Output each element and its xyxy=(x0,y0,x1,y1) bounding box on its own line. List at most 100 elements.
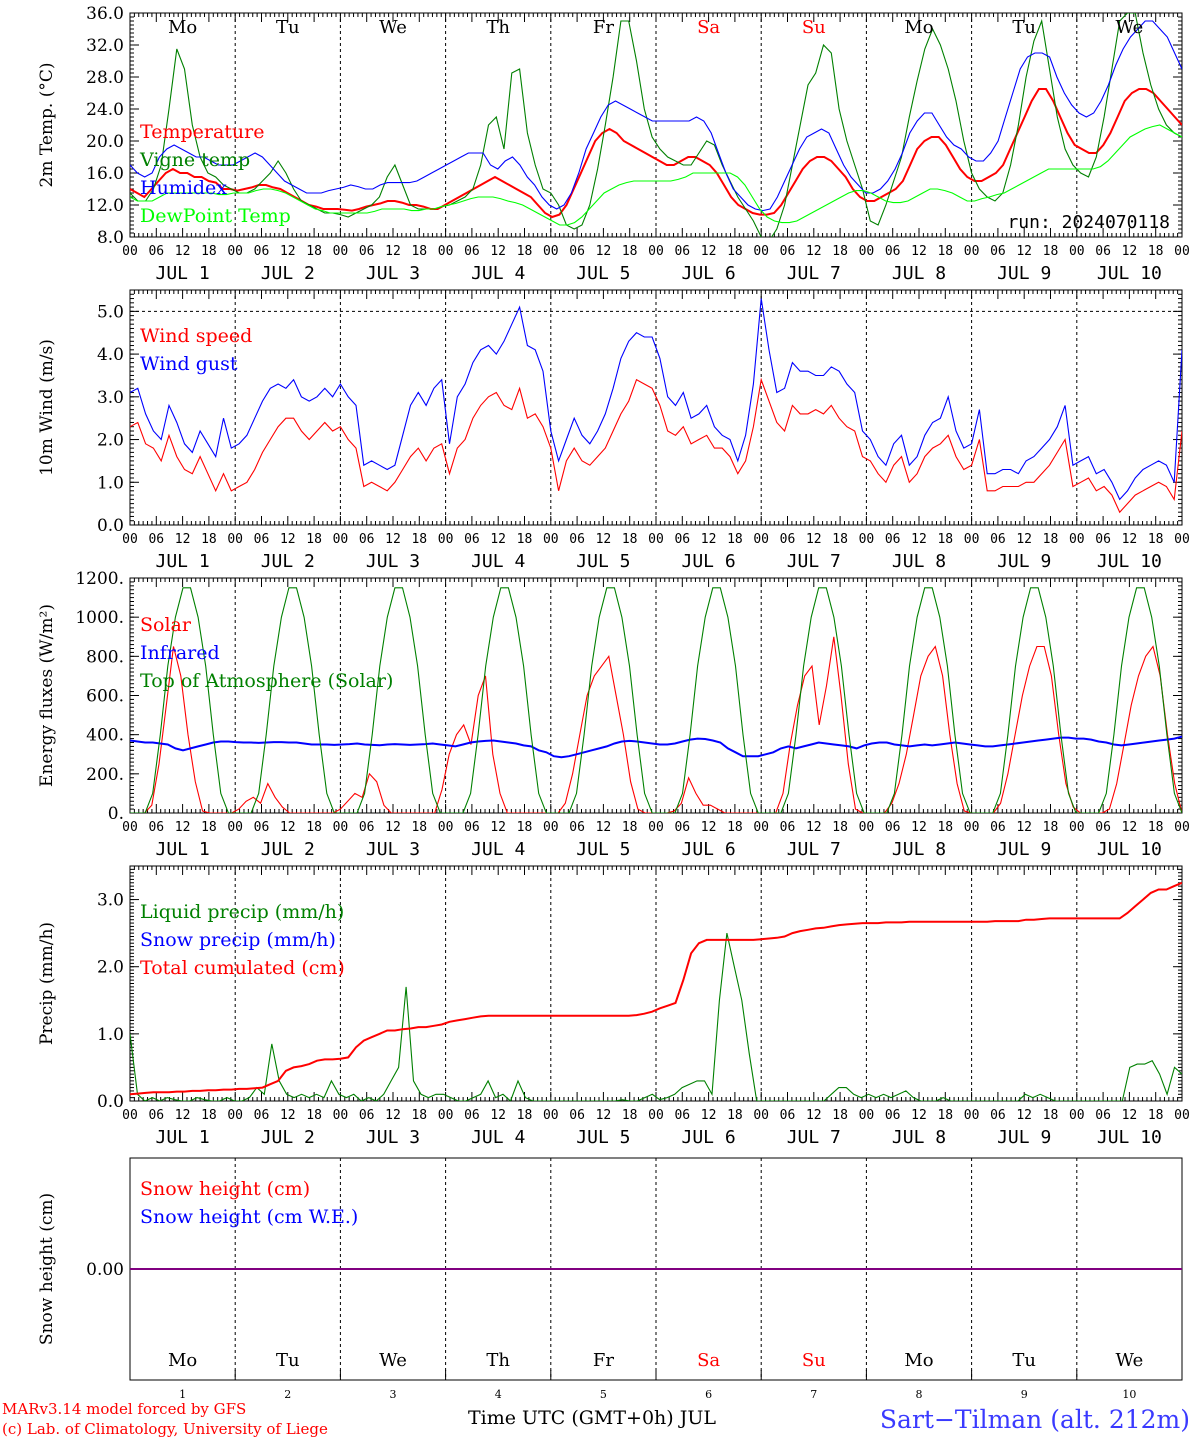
hour-tick-label: 00 xyxy=(859,532,875,547)
hour-tick-label: 00 xyxy=(122,532,138,547)
panel-3: 0. 200. 400. 600. 800. 1000. 1200. Energy fluxe… xyxy=(37,569,1190,860)
hour-tick-label: 06 xyxy=(569,820,585,835)
hour-tick-label: 12 xyxy=(175,1108,191,1123)
hour-tick-label: 00 xyxy=(859,1108,875,1123)
series-group xyxy=(130,298,1182,514)
hour-tick-label: 06 xyxy=(885,820,901,835)
hour-tick-label: 12 xyxy=(385,244,401,259)
weekday-label: Th xyxy=(486,1350,510,1371)
date-label: JUL 4 xyxy=(471,551,525,572)
hour-tick-label: 18 xyxy=(411,244,427,259)
legend-entry: Wind gust xyxy=(140,353,238,375)
y-tick-label: 1.0 xyxy=(97,1025,124,1045)
hour-tick-label: 12 xyxy=(280,1108,296,1123)
hour-tick-label: 18 xyxy=(832,244,848,259)
date-label: JUL 6 xyxy=(682,1127,736,1148)
hour-tick-label: 18 xyxy=(1148,820,1164,835)
hour-tick-label: 06 xyxy=(464,820,480,835)
hour-tick-label: 06 xyxy=(674,1108,690,1123)
hour-tick-label: 12 xyxy=(1016,244,1032,259)
series-line-dewpoint-temp xyxy=(130,124,1182,226)
day-number-label: 5 xyxy=(600,1388,607,1401)
date-label: JUL 3 xyxy=(366,263,420,284)
plot-frame xyxy=(129,12,1183,238)
hour-tick-label: 00 xyxy=(543,244,559,259)
y-tick-label: 200. xyxy=(86,765,124,785)
panel-2: 0.0 1.0 2.0 3.0 4.0 5.0 10m Wind (m/s) Wind spe… xyxy=(37,289,1190,572)
legend-entry: Wind speed xyxy=(140,325,252,347)
series-line-wind-speed xyxy=(130,377,1182,514)
hour-tick-label: 12 xyxy=(1122,1108,1138,1123)
hour-tick-label: 00 xyxy=(227,1108,243,1123)
hour-tick-label: 18 xyxy=(1043,532,1059,547)
hour-tick-label: 18 xyxy=(622,532,638,547)
hour-tick-label: 06 xyxy=(674,532,690,547)
hour-tick-label: 00 xyxy=(227,820,243,835)
y-tick-label: 4.0 xyxy=(97,345,124,365)
series-line-vigne-temp xyxy=(130,13,1182,237)
hour-tick-label: 06 xyxy=(780,244,796,259)
hour-tick-label: 00 xyxy=(1174,820,1190,835)
hour-tick-label: 18 xyxy=(306,532,322,547)
weekday-label: Sa xyxy=(697,1350,720,1371)
hour-tick-label: 18 xyxy=(411,820,427,835)
date-label: JUL 1 xyxy=(156,839,210,860)
date-label: JUL 8 xyxy=(892,839,946,860)
hour-tick-label: 18 xyxy=(937,532,953,547)
hour-tick-label: 00 xyxy=(438,1108,454,1123)
hour-tick-label: 06 xyxy=(990,244,1006,259)
hour-tick-label: 06 xyxy=(569,244,585,259)
hour-tick-label: 06 xyxy=(359,820,375,835)
hour-tick-label: 18 xyxy=(517,532,533,547)
hour-tick-label: 18 xyxy=(622,1108,638,1123)
hour-tick-label: 06 xyxy=(885,1108,901,1123)
hour-tick-label: 18 xyxy=(727,820,743,835)
hour-tick-label: 18 xyxy=(201,1108,217,1123)
day-number-label: 4 xyxy=(495,1388,502,1401)
legend-entry: Liquid precip (mm/h) xyxy=(140,901,344,923)
weekday-label: Mo xyxy=(168,1350,197,1371)
y-axis-title: Energy fluxes (W/m²) xyxy=(37,604,57,787)
hour-tick-label: 06 xyxy=(148,1108,164,1123)
hour-tick-label: 18 xyxy=(517,244,533,259)
hour-tick-label: 06 xyxy=(148,244,164,259)
hour-tick-label: 12 xyxy=(596,532,612,547)
weekday-label: We xyxy=(1116,17,1144,38)
weekday-label: Fr xyxy=(593,1350,614,1371)
y-tick-label: 800. xyxy=(86,647,124,667)
weekday-label: Th xyxy=(486,17,510,38)
hour-tick-label: 00 xyxy=(543,820,559,835)
hour-tick-label: 00 xyxy=(964,244,980,259)
hour-tick-label: 12 xyxy=(701,1108,717,1123)
date-label: JUL 3 xyxy=(366,1127,420,1148)
legend-entry: Top of Atmosphere (Solar) xyxy=(140,670,393,692)
hour-tick-label: 12 xyxy=(175,244,191,259)
weekday-label: Mo xyxy=(168,17,197,38)
date-label: JUL 10 xyxy=(1097,263,1162,284)
hour-tick-label: 18 xyxy=(201,820,217,835)
y-axis-title: 10m Wind (m/s) xyxy=(37,339,57,476)
legend-entry: Solar xyxy=(140,614,192,636)
hour-tick-label: 18 xyxy=(201,532,217,547)
y-tick-label: 1.0 xyxy=(97,473,124,493)
weekday-label: Mo xyxy=(904,17,933,38)
hour-tick-label: 06 xyxy=(254,244,270,259)
date-label: JUL 9 xyxy=(997,263,1051,284)
hour-tick-label: 06 xyxy=(359,244,375,259)
legend-entry: Humidex xyxy=(140,177,227,199)
hour-tick-label: 00 xyxy=(859,244,875,259)
hour-tick-label: 18 xyxy=(832,532,848,547)
hour-tick-label: 00 xyxy=(333,1108,349,1123)
day-number-label: 2 xyxy=(284,1388,291,1401)
hour-tick-label: 12 xyxy=(596,244,612,259)
y-tick-label: 0.0 xyxy=(97,1092,124,1112)
day-number-label: 6 xyxy=(705,1388,712,1401)
hour-tick-label: 06 xyxy=(254,820,270,835)
hour-tick-label: 06 xyxy=(674,820,690,835)
panel-4: 0.0 1.0 2.0 3.0 Precip (mm/h) Liquid precip (… xyxy=(37,865,1190,1148)
date-label: JUL 3 xyxy=(366,839,420,860)
y-tick-label: 36.0 xyxy=(86,4,124,24)
hour-tick-label: 00 xyxy=(1174,244,1190,259)
series-line-solar xyxy=(130,636,1182,813)
date-label: JUL 10 xyxy=(1097,1127,1162,1148)
